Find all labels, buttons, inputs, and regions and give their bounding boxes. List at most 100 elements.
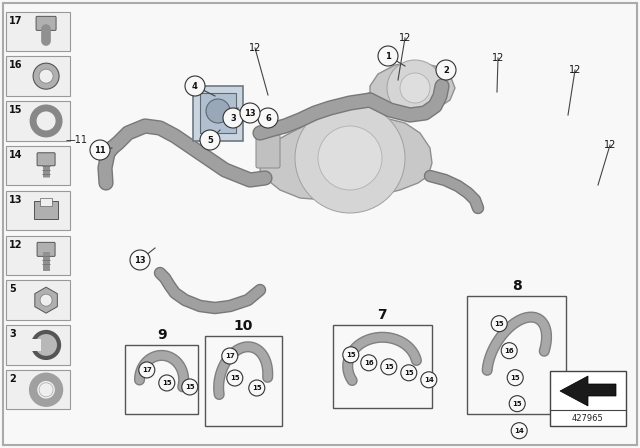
Circle shape [200, 130, 220, 150]
Text: 17: 17 [10, 16, 23, 26]
Text: 12: 12 [492, 53, 504, 63]
Text: 9: 9 [157, 328, 166, 342]
FancyBboxPatch shape [256, 134, 280, 168]
FancyBboxPatch shape [200, 93, 236, 133]
Text: 14: 14 [515, 428, 524, 434]
Text: 5: 5 [207, 135, 213, 145]
FancyBboxPatch shape [550, 371, 626, 426]
Text: 16: 16 [10, 60, 23, 70]
Text: 15: 15 [384, 364, 394, 370]
FancyBboxPatch shape [6, 12, 70, 51]
FancyBboxPatch shape [37, 242, 55, 256]
Circle shape [40, 294, 52, 306]
Circle shape [400, 73, 430, 103]
FancyBboxPatch shape [40, 198, 52, 206]
FancyBboxPatch shape [6, 146, 70, 185]
Text: 17: 17 [142, 367, 152, 373]
FancyBboxPatch shape [6, 191, 70, 230]
Circle shape [159, 375, 175, 391]
Circle shape [223, 108, 243, 128]
Circle shape [509, 396, 525, 412]
Text: 17: 17 [225, 353, 235, 359]
Text: 8: 8 [512, 279, 522, 293]
Circle shape [318, 126, 382, 190]
Circle shape [139, 362, 155, 378]
Circle shape [182, 379, 198, 395]
Text: 13: 13 [244, 108, 256, 117]
Text: 10: 10 [234, 319, 253, 333]
FancyBboxPatch shape [6, 101, 70, 141]
Circle shape [343, 347, 359, 363]
FancyBboxPatch shape [6, 236, 70, 275]
FancyBboxPatch shape [34, 201, 58, 219]
Circle shape [33, 63, 59, 89]
Circle shape [39, 383, 53, 397]
Text: 12: 12 [399, 33, 411, 43]
Circle shape [240, 103, 260, 123]
Circle shape [421, 372, 437, 388]
Text: 1: 1 [385, 52, 391, 60]
Circle shape [206, 99, 230, 123]
Text: 14: 14 [424, 377, 434, 383]
Text: 5: 5 [10, 284, 16, 294]
Text: 13: 13 [10, 195, 23, 205]
FancyBboxPatch shape [6, 325, 70, 365]
Text: 15: 15 [10, 105, 23, 115]
Circle shape [508, 370, 524, 386]
Text: 15: 15 [404, 370, 413, 376]
Circle shape [501, 343, 517, 359]
Text: 16: 16 [364, 360, 374, 366]
Text: 15: 15 [185, 384, 195, 390]
Circle shape [227, 370, 243, 386]
Polygon shape [370, 62, 455, 113]
Circle shape [436, 60, 456, 80]
Text: 14: 14 [10, 150, 23, 160]
Text: 7: 7 [378, 308, 387, 322]
Text: 12: 12 [569, 65, 581, 75]
Text: 427965: 427965 [572, 414, 604, 422]
Text: 12: 12 [249, 43, 261, 53]
Text: 12: 12 [10, 240, 23, 250]
Circle shape [185, 76, 205, 96]
Circle shape [295, 103, 405, 213]
Text: 15: 15 [510, 375, 520, 381]
Text: 16: 16 [504, 348, 514, 353]
FancyBboxPatch shape [6, 370, 70, 409]
Text: 11: 11 [94, 146, 106, 155]
Circle shape [130, 250, 150, 270]
Text: 2: 2 [10, 374, 16, 384]
Text: 15: 15 [513, 401, 522, 407]
Text: 4: 4 [192, 82, 198, 90]
Circle shape [387, 60, 443, 116]
Circle shape [222, 348, 238, 364]
Text: 13: 13 [134, 255, 146, 264]
FancyBboxPatch shape [6, 280, 70, 320]
Polygon shape [260, 116, 432, 200]
Circle shape [361, 355, 377, 371]
FancyBboxPatch shape [6, 56, 70, 96]
Text: 15: 15 [494, 321, 504, 327]
Text: 15: 15 [230, 375, 239, 381]
Circle shape [381, 359, 397, 375]
Text: 12: 12 [604, 140, 616, 150]
Circle shape [492, 316, 508, 332]
Circle shape [249, 380, 265, 396]
Circle shape [90, 140, 110, 160]
Circle shape [258, 108, 278, 128]
FancyBboxPatch shape [37, 153, 55, 166]
Text: 15: 15 [252, 385, 262, 391]
Text: 15: 15 [346, 352, 356, 358]
FancyBboxPatch shape [31, 339, 41, 351]
Text: 15: 15 [162, 380, 172, 386]
Text: —11: —11 [66, 135, 88, 145]
Circle shape [39, 69, 53, 83]
Circle shape [33, 332, 59, 358]
Circle shape [378, 46, 398, 66]
Text: 3: 3 [230, 113, 236, 122]
Polygon shape [35, 287, 58, 313]
FancyBboxPatch shape [193, 86, 243, 141]
Text: 3: 3 [10, 329, 16, 339]
Polygon shape [560, 376, 616, 406]
Circle shape [401, 365, 417, 381]
FancyBboxPatch shape [36, 17, 56, 30]
